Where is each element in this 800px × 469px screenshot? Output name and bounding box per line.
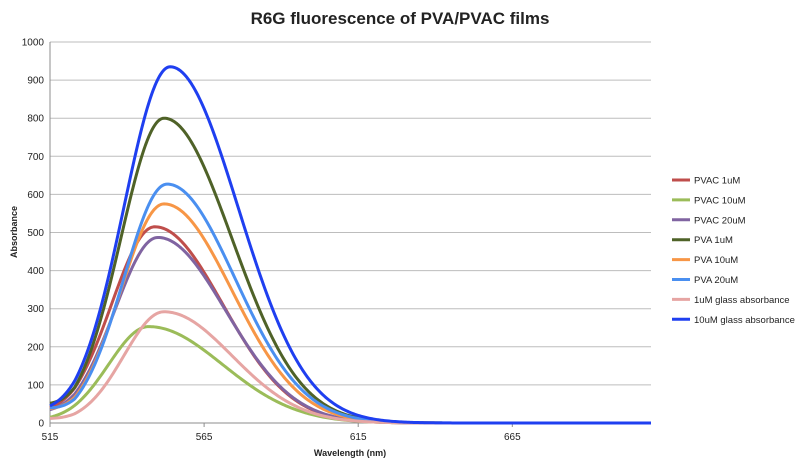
y-tick-label: 500 — [27, 228, 44, 239]
series-line — [49, 202, 651, 425]
legend-label: PVAC 1uM — [694, 176, 740, 187]
y-tick-label: 900 — [27, 76, 44, 87]
legend-label: 1uM glass absorbance — [694, 295, 790, 306]
y-tick-label: 1000 — [22, 38, 45, 49]
y-tick-label: 800 — [27, 114, 44, 125]
x-tick-label: 565 — [196, 432, 213, 443]
x-axis-label: Wavelength (nm) — [314, 448, 386, 458]
legend-label: PVAC 10uM — [694, 195, 746, 206]
y-axis-label: Absorbance — [9, 206, 19, 258]
chart-title: R6G fluorescence of PVA/PVAC films — [251, 9, 550, 28]
y-tick-label: 600 — [27, 190, 44, 201]
series-lines — [49, 65, 651, 425]
axes: 0 100 200 300 400 500 600 700 800 900 1000 515 565 61… — [22, 38, 651, 443]
legend-label: PVAC 20uM — [694, 215, 746, 226]
series-line — [49, 325, 651, 425]
series-line — [49, 310, 651, 425]
x-tick-label: 615 — [350, 432, 367, 443]
series-line — [49, 225, 651, 425]
legend-label: PVA 20uM — [694, 275, 738, 286]
y-tick-label: 300 — [27, 304, 44, 315]
gridlines — [50, 41, 651, 386]
legend: PVAC 1uM PVAC 10uM PVAC 20uM PVA 1uM PVA 10u… — [672, 176, 795, 326]
y-tick-label: 0 — [38, 419, 44, 430]
legend-label: PVA 1uM — [694, 235, 733, 246]
x-tick-label: 515 — [42, 432, 59, 443]
x-tick-label: 665 — [504, 432, 521, 443]
series-line — [49, 182, 651, 425]
y-tick-label: 400 — [27, 266, 44, 277]
y-tick-label: 700 — [27, 152, 44, 163]
y-tick-label: 200 — [27, 342, 44, 353]
legend-label: 10uM glass absorbance — [694, 315, 795, 326]
series-line — [49, 65, 651, 425]
legend-label: PVA 10uM — [694, 255, 738, 266]
y-tick-label: 100 — [27, 380, 44, 391]
